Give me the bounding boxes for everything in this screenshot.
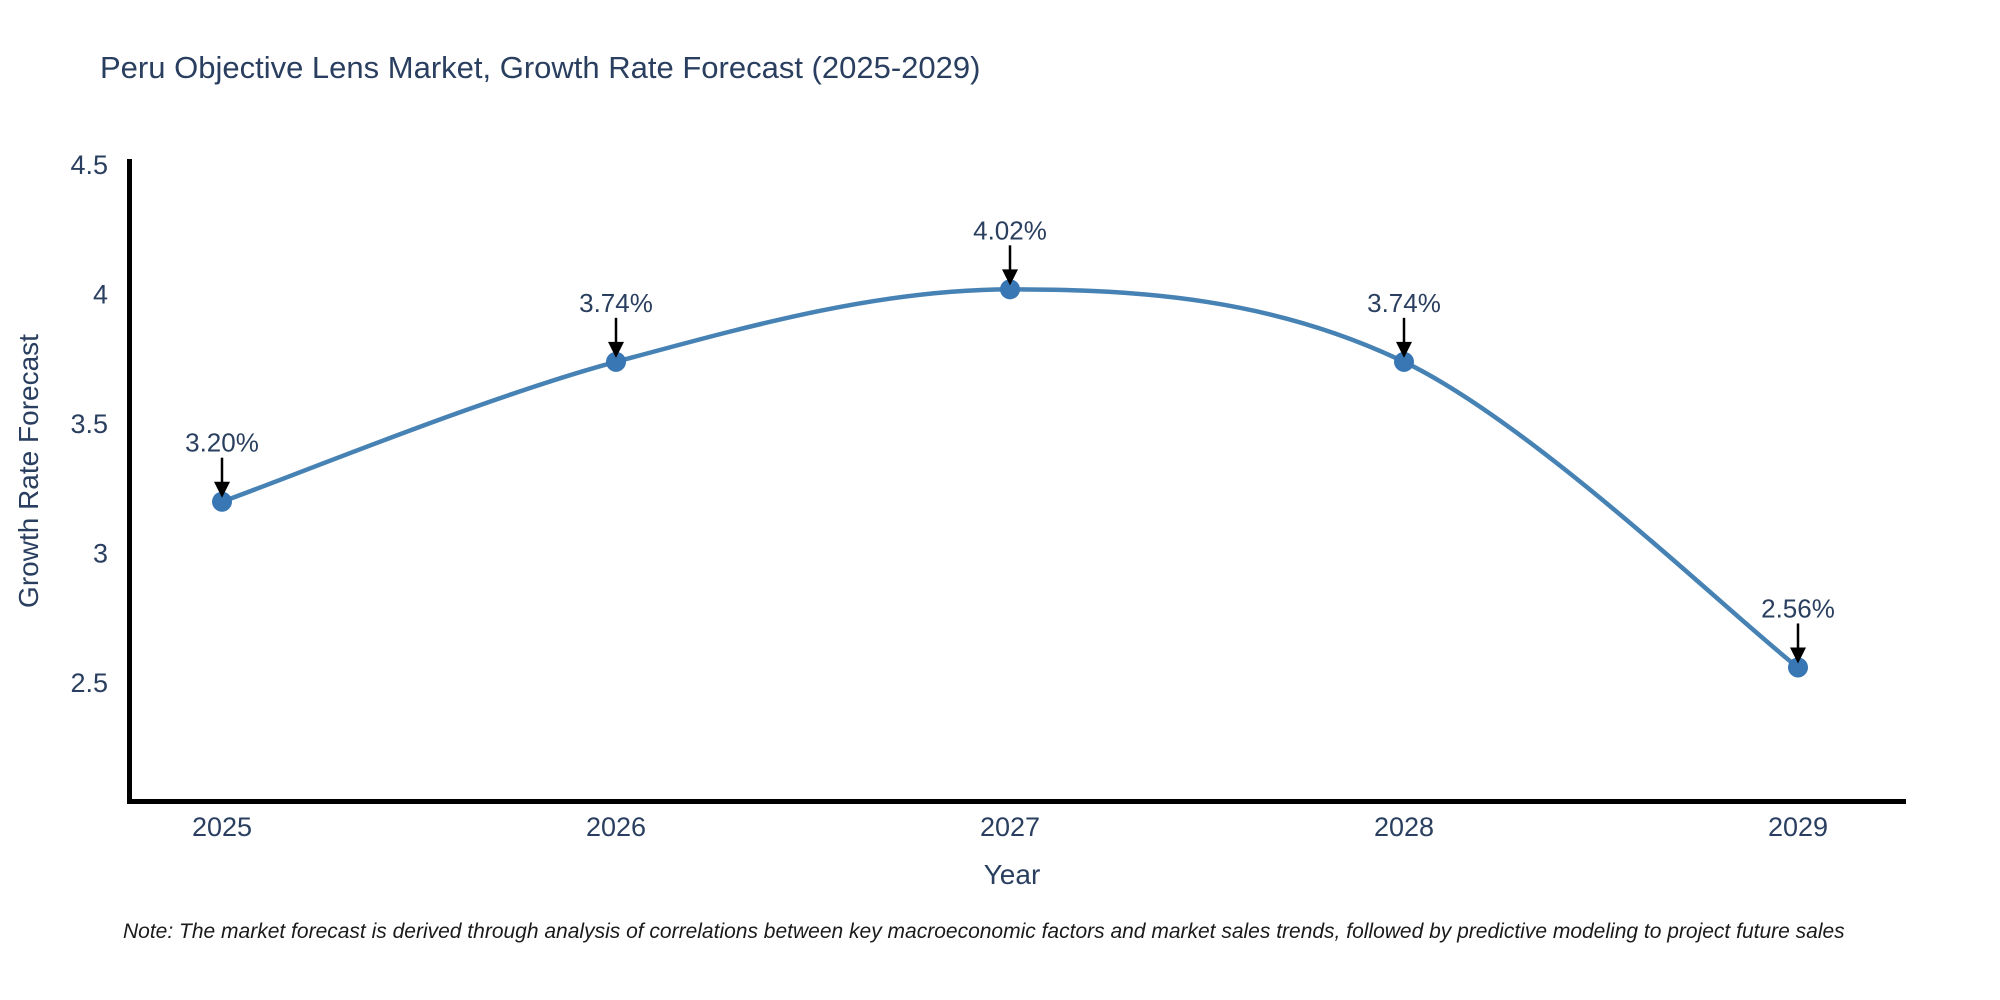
point-annotation-label: 2.56% — [1761, 593, 1835, 623]
series-line — [219, 287, 1801, 670]
data-point-marker[interactable] — [212, 491, 232, 512]
point-annotation: 2.56% — [1761, 593, 1835, 664]
point-annotation: 3.74% — [1367, 288, 1441, 358]
y-tick-label: 4.5 — [70, 150, 108, 180]
x-tick-label: 2029 — [1768, 812, 1828, 842]
annotation-arrowhead — [1396, 341, 1412, 358]
point-annotation-label: 3.20% — [185, 428, 259, 458]
y-axis-spine — [127, 159, 132, 804]
x-tick-label: 2026 — [586, 812, 646, 842]
y-axis: 2.5 3 3.5 4 4.5 Growth Rate Forecast — [13, 150, 132, 804]
point-annotations: 3.20% 3.74% 4.02% 3.74% 2.56% — [185, 215, 1835, 664]
chart-title: Peru Objective Lens Market, Growth Rate … — [100, 50, 980, 85]
data-point-marker[interactable] — [1394, 351, 1414, 372]
point-annotation-label: 4.02% — [973, 215, 1047, 245]
x-tick-label: 2027 — [980, 812, 1040, 842]
point-annotation: 3.20% — [185, 428, 259, 498]
x-axis: 2025 2026 2027 2028 2029 Year — [127, 799, 1906, 890]
data-point-marker[interactable] — [1000, 279, 1020, 300]
annotation-arrowhead — [214, 481, 230, 498]
x-axis-spine — [127, 799, 1906, 804]
x-tick-label: 2025 — [192, 812, 252, 842]
point-annotation: 4.02% — [973, 215, 1047, 286]
footnote: Note: The market forecast is derived thr… — [123, 920, 1845, 943]
x-tick-label: 2028 — [1374, 812, 1434, 842]
y-tick-label: 2.5 — [70, 668, 108, 698]
y-tick-label: 3.5 — [70, 409, 108, 439]
point-annotation-label: 3.74% — [579, 288, 653, 318]
y-axis-title: Growth Rate Forecast — [13, 334, 44, 608]
annotation-arrowhead — [1790, 647, 1806, 664]
data-point-marker[interactable] — [606, 351, 626, 372]
annotation-arrowhead — [608, 341, 624, 358]
growth-rate-series — [212, 279, 1808, 678]
annotation-arrowhead — [1002, 269, 1018, 286]
data-point-marker[interactable] — [1788, 657, 1808, 678]
point-annotation-label: 3.74% — [1367, 288, 1441, 318]
y-tick-labels: 2.5 3 3.5 4 4.5 — [70, 150, 108, 698]
point-annotation: 3.74% — [579, 288, 653, 358]
y-tick-label: 3 — [93, 539, 108, 569]
x-axis-title: Year — [984, 859, 1041, 890]
y-tick-label: 4 — [93, 280, 108, 310]
x-tick-labels: 2025 2026 2027 2028 2029 — [192, 812, 1828, 842]
